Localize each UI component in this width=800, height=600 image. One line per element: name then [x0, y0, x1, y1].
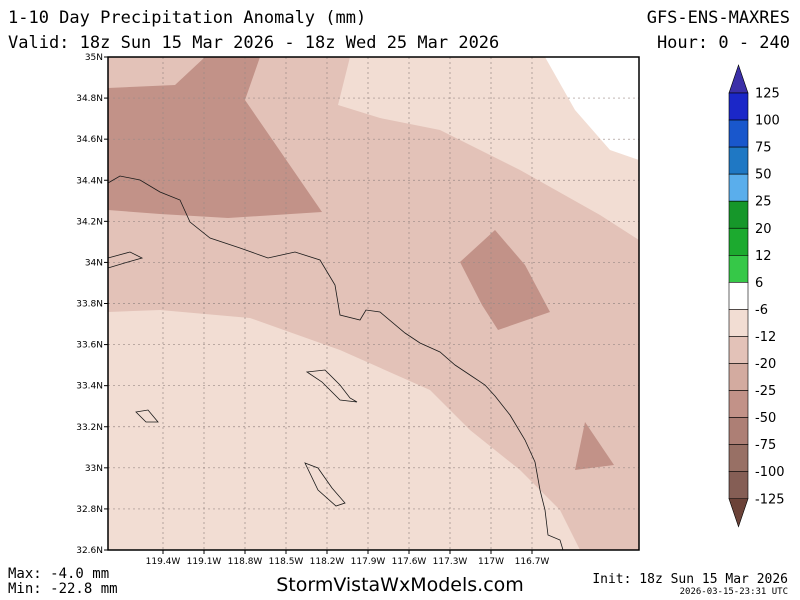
- lon-label: 119.1W: [187, 557, 222, 567]
- lat-label: 33.6N: [76, 341, 103, 351]
- lat-label: 34N: [85, 258, 103, 268]
- shade-minus-6-southwest: [108, 310, 580, 550]
- colorbar-label: -125: [755, 492, 785, 507]
- lat-label: 34.4N: [76, 176, 103, 186]
- colorbar-swatch: [728, 471, 749, 500]
- island-santa-barbara: [135, 409, 159, 423]
- valid-period: Valid: 18z Sun 15 Mar 2026 - 18z Wed 25 …: [8, 33, 500, 53]
- colorbar-label: -50: [755, 411, 776, 426]
- island-catalina: [305, 369, 358, 403]
- colorbar-swatch: [728, 92, 749, 121]
- colorbar-swatch: [728, 255, 749, 283]
- lat-label: 34.6N: [76, 135, 103, 145]
- colorbar-top-arrow: [728, 64, 749, 94]
- lat-label: 34.2N: [76, 217, 103, 227]
- shade-minus-6-northeast: [338, 57, 639, 240]
- island-san-clemente: [304, 462, 346, 507]
- colorbar-label: -20: [755, 357, 776, 372]
- colorbar-label: -12: [755, 330, 776, 345]
- colorbar-label: -25: [755, 384, 776, 399]
- colorbar-swatch: [728, 200, 749, 229]
- lon-label: 116.7W: [515, 557, 550, 567]
- colorbar-swatch: [728, 444, 749, 472]
- colorbar-swatch: [728, 119, 749, 148]
- colorbar-label: 20: [755, 222, 772, 237]
- colorbar-label: 100: [755, 114, 780, 129]
- model-name: GFS-ENS-MAXRES: [646, 8, 790, 28]
- lat-label: 35N: [85, 53, 103, 63]
- min-value: Min: -22.8 mm: [8, 581, 118, 597]
- colorbar-label: 12: [755, 249, 772, 264]
- colorbar-label: 125: [755, 87, 780, 102]
- mainland-coast: [107, 175, 564, 551]
- lon-label: 118.8W: [228, 557, 263, 567]
- colorbar-swatch: [728, 173, 749, 202]
- colorbar-swatch: [728, 227, 749, 256]
- colorbar-label: 75: [755, 141, 772, 156]
- shade-minus-20-inland: [460, 230, 550, 330]
- latitude-labels: 35N 34.8N 34.6N 34.4N 34.2N 34N 33.8N 33.6N 33.4…: [76, 53, 108, 556]
- shade-minus-20-southeast: [575, 422, 614, 470]
- lat-label: 34.8N: [76, 94, 103, 104]
- colorbar-swatch: [728, 336, 749, 364]
- colorbar-bottom-arrow: [728, 498, 749, 528]
- lon-label: 117.6W: [392, 557, 427, 567]
- lon-label: 117.9W: [351, 557, 386, 567]
- coastline: [107, 175, 564, 551]
- island-santa-cruz: [107, 251, 144, 269]
- lat-label: 32.8N: [76, 505, 103, 515]
- colorbar-label: 6: [755, 276, 763, 291]
- colorbar-swatch: [728, 363, 749, 391]
- map-title: 1-10 Day Precipitation Anomaly (mm): [8, 8, 367, 28]
- site-watermark: StormVistaWxModels.com: [276, 574, 524, 596]
- lat-label: 33.2N: [76, 423, 103, 433]
- forecast-hour-range: Hour: 0 - 240: [656, 33, 790, 53]
- lon-label: 117W: [478, 557, 504, 567]
- longitude-labels: 119.4W 119.1W 118.8W 118.5W 118.2W 117.9W 117.…: [146, 550, 550, 567]
- colorbar-swatch: [728, 417, 749, 445]
- colorbar-label: -75: [755, 438, 776, 453]
- colorbar-swatch: [728, 390, 749, 418]
- colorbar-swatch: [728, 309, 749, 337]
- lat-label: 32.6N: [76, 546, 103, 556]
- max-value: Max: -4.0 mm: [8, 566, 110, 582]
- lon-label: 118.2W: [310, 557, 345, 567]
- shade-above-minus-6-northeast: [545, 57, 639, 160]
- lat-label: 33N: [85, 464, 103, 474]
- colorbar-label: 50: [755, 168, 772, 183]
- generated-timestamp: 2026-03-15-23:31 UTC: [679, 587, 788, 597]
- lon-label: 119.4W: [146, 557, 181, 567]
- lat-label: 33.4N: [76, 382, 103, 392]
- colorbar-label: -6: [755, 303, 768, 318]
- colorbar-swatch: [728, 282, 749, 310]
- lon-label: 118.5W: [269, 557, 304, 567]
- colorbar-label: 25: [755, 195, 772, 210]
- lat-label: 33.8N: [76, 300, 103, 310]
- init-time: Init: 18z Sun 15 Mar 2026: [592, 572, 788, 587]
- colorbar-label: -100: [755, 465, 785, 480]
- lon-label: 117.3W: [433, 557, 468, 567]
- lat-lon-grid: [108, 57, 639, 550]
- colorbar-swatch: [728, 146, 749, 175]
- shade-minus-20-northwest: [108, 57, 322, 218]
